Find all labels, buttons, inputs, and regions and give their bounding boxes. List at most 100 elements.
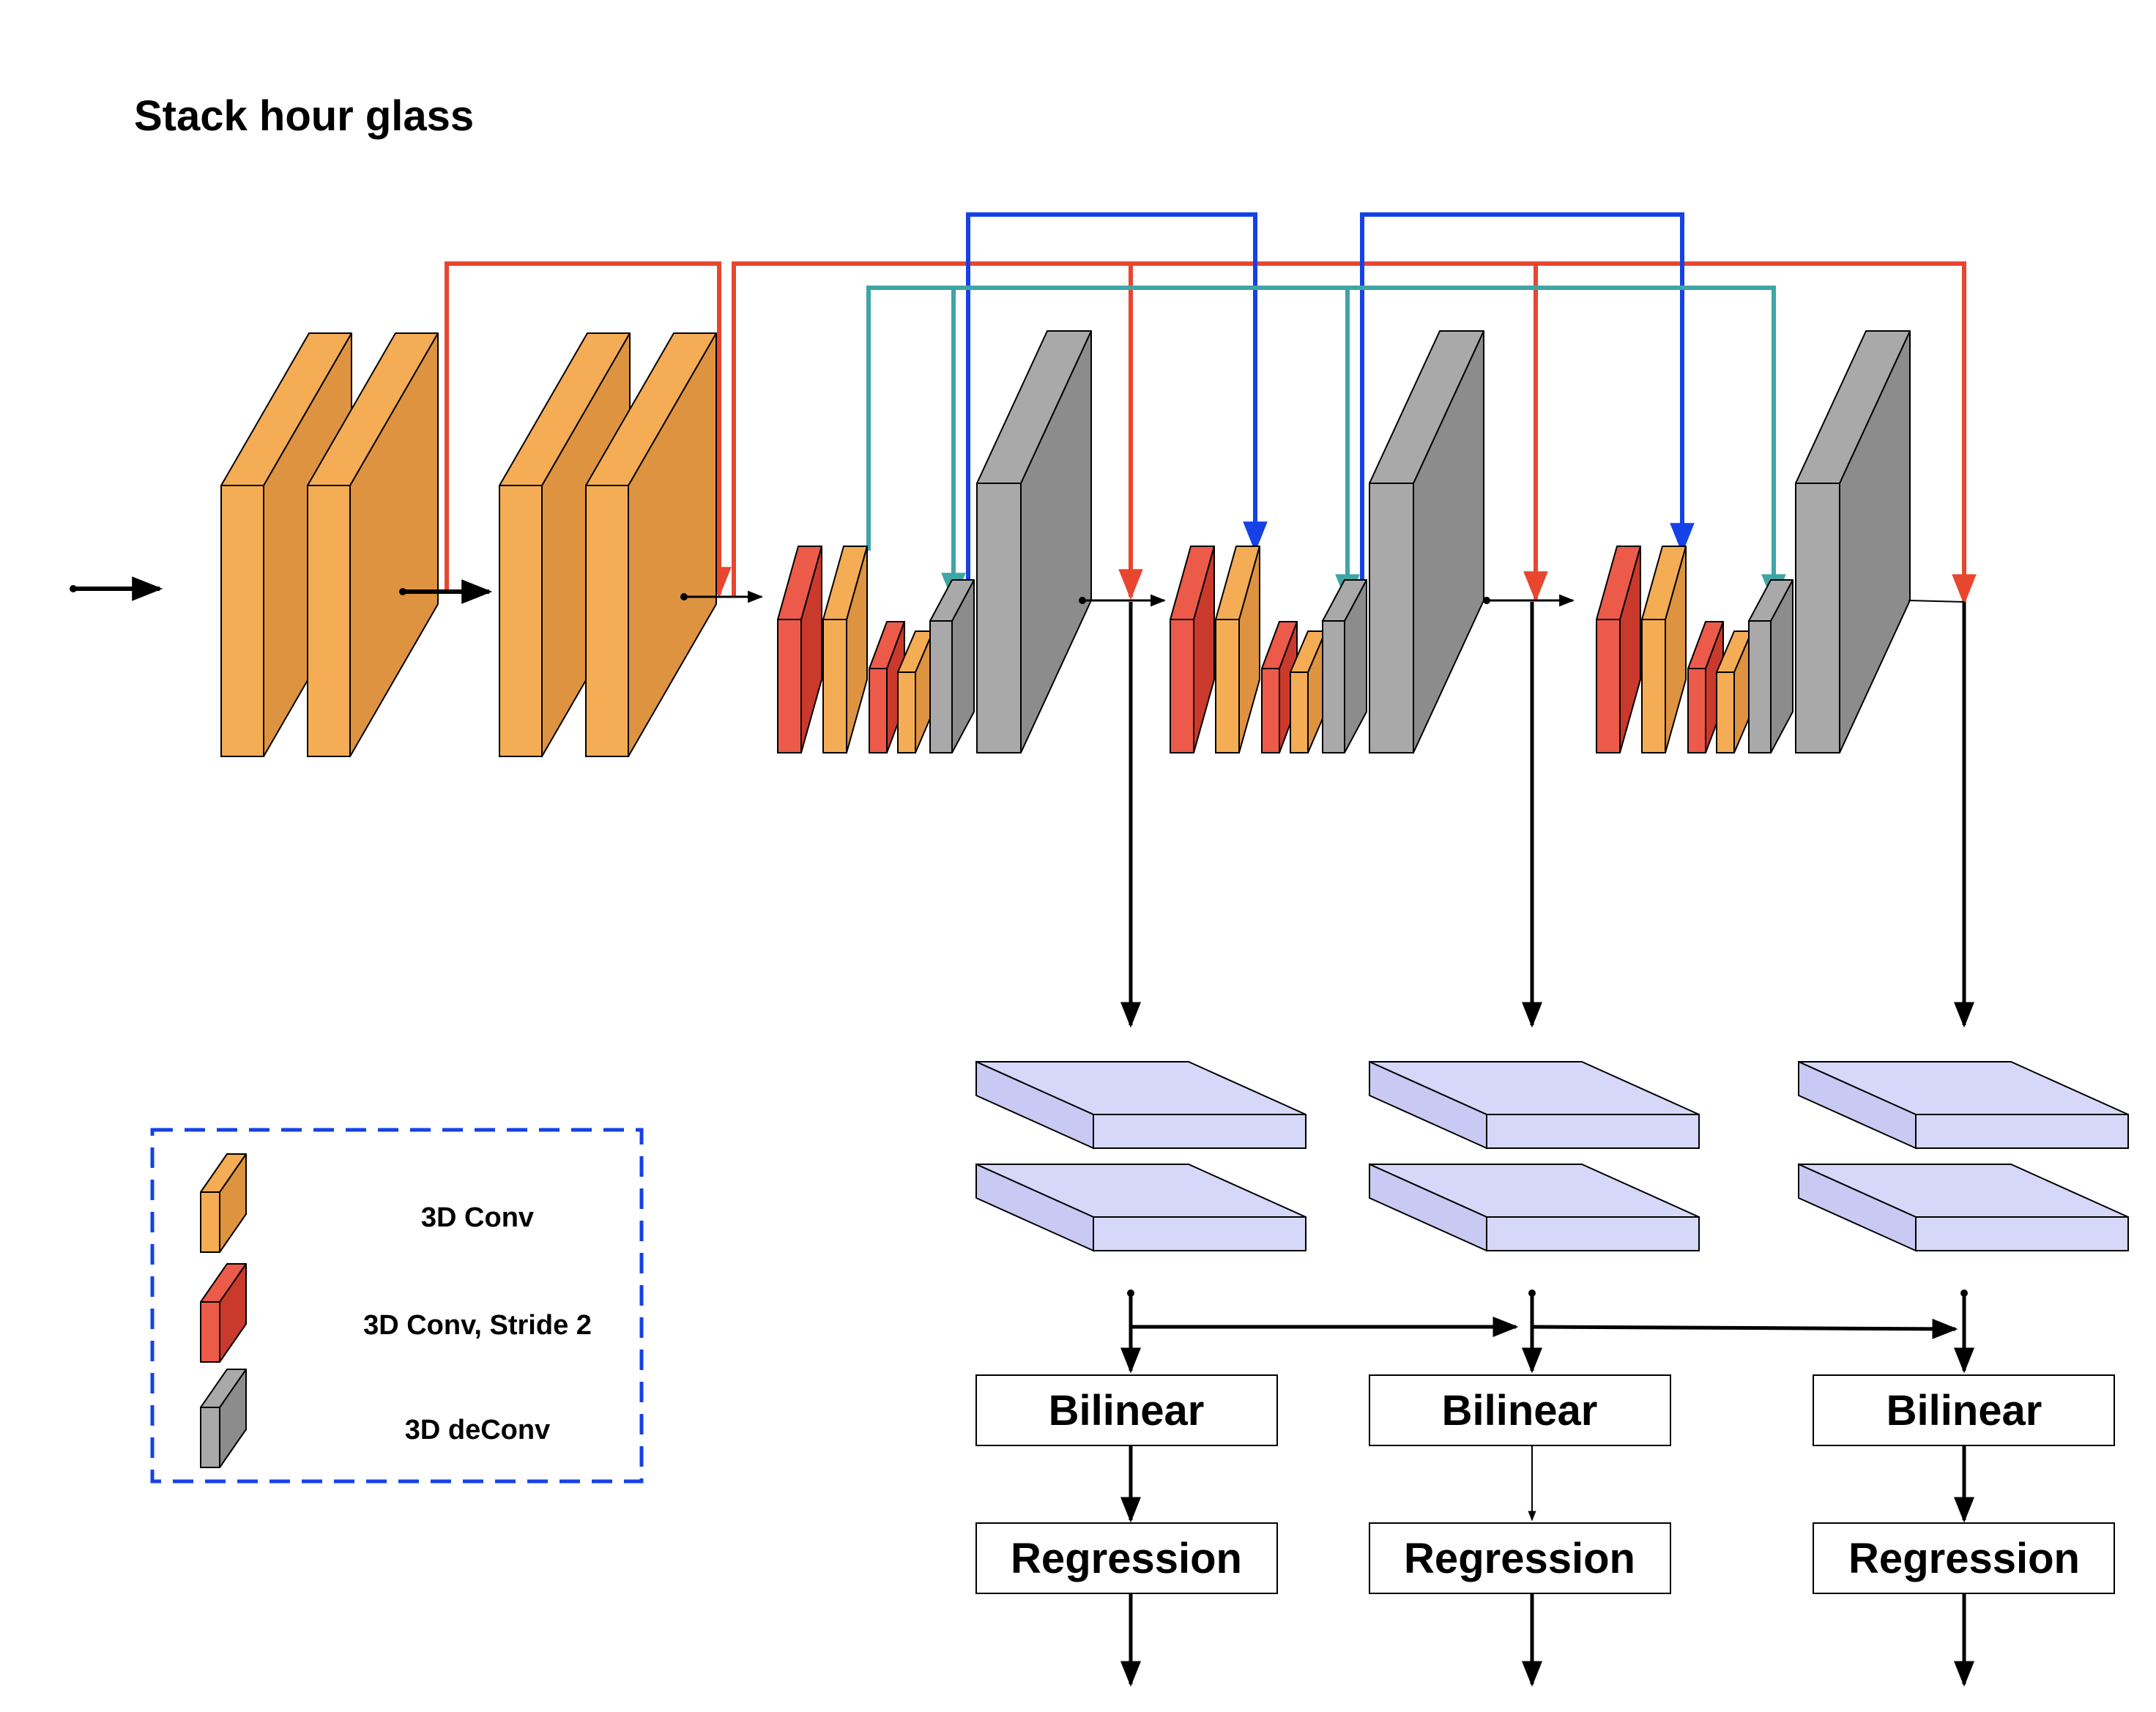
bilinear-box — [1813, 1374, 2115, 1446]
hourglass-1 — [777, 330, 1092, 753]
skip-blue-1 — [966, 212, 1268, 586]
skip-red-top — [732, 261, 1977, 606]
arrow-dot — [1960, 1289, 1968, 1297]
slab-front — [1716, 671, 1735, 753]
flow-dot — [70, 585, 77, 592]
slab-front — [1290, 671, 1309, 753]
bilinear-label: Bilinear — [1886, 1387, 2042, 1434]
flow-dot — [1079, 597, 1086, 604]
diagram-title: Stack hour glass — [134, 92, 474, 140]
red-block-icon — [200, 1263, 247, 1363]
output-slab-front — [1093, 1216, 1306, 1251]
slab-front — [897, 671, 916, 753]
output-head-1 — [975, 602, 1306, 1687]
slab-front — [499, 485, 543, 757]
orange-block-icon — [200, 1153, 247, 1253]
conv-block-4 — [585, 332, 717, 757]
conv-block — [1215, 546, 1260, 753]
conv-block — [822, 546, 868, 753]
deconv-block-large — [976, 330, 1092, 753]
flow-line-end — [1908, 600, 1965, 603]
output-slab-front — [1915, 1114, 2129, 1149]
arrow-dot — [1528, 1289, 1536, 1297]
stack-3-head: Bilinear Regression — [1813, 1374, 2115, 1594]
hourglass-3 — [1596, 330, 1911, 753]
gray-block-icon — [200, 1369, 247, 1468]
bilinear-regression-boxes: Bilinear Regression Bilinear Regression … — [975, 1374, 2115, 1594]
legend-label-deconv: 3D deConv — [405, 1415, 550, 1445]
regression-box — [1369, 1522, 1671, 1594]
regression-label: Regression — [1011, 1535, 1242, 1582]
output-head-2 — [1369, 602, 1700, 1687]
arrow-dot — [1127, 1289, 1134, 1297]
slab-front — [1748, 620, 1772, 753]
flow-dot — [1483, 597, 1490, 604]
conv-stride-block — [1261, 621, 1298, 753]
output-slab-front — [1915, 1216, 2129, 1251]
slab-front — [1261, 668, 1280, 753]
slab-front — [200, 1191, 220, 1253]
slab-front — [307, 485, 351, 757]
skip-blue-2 — [1360, 212, 1695, 586]
network-blocks — [220, 330, 1911, 757]
flow-dot — [680, 593, 688, 600]
stack-1-head: Bilinear Regression — [975, 1374, 1278, 1594]
cross-arrow-2 — [1531, 1318, 1958, 1339]
deconv-block-large — [1795, 330, 1911, 753]
legend-label-conv: 3D Conv — [421, 1202, 534, 1233]
conv-block — [1641, 546, 1687, 753]
output-heads — [975, 602, 2129, 1687]
stack-2-head: Bilinear Regression — [1369, 1374, 1671, 1594]
output-slab-front — [1486, 1216, 1700, 1251]
conv-stride-block — [1687, 621, 1724, 753]
deconv-block — [1748, 579, 1793, 753]
slab-front — [200, 1407, 220, 1468]
deconv-block — [1322, 579, 1367, 753]
conv-stride-block — [1170, 546, 1215, 753]
slab-front — [1369, 483, 1414, 753]
slab-front — [777, 619, 802, 753]
flow-dot — [399, 588, 406, 595]
output-slab-front — [1486, 1114, 1700, 1149]
legend-border — [150, 1128, 644, 1484]
bilinear-box — [1369, 1374, 1671, 1446]
slab-front — [220, 485, 264, 757]
deconv-block — [929, 579, 975, 753]
slab-front — [1641, 619, 1666, 753]
conv-stride-block — [869, 621, 905, 753]
slab-front — [929, 620, 953, 753]
slab-front — [1596, 619, 1621, 753]
legend: 3D Conv 3D Conv, Stride 2 3D deConv — [150, 1128, 644, 1484]
conv-stride-block — [777, 546, 822, 753]
regression-box — [975, 1522, 1278, 1594]
output-head-3 — [1798, 602, 2129, 1687]
slab-front — [1687, 668, 1706, 753]
slab-front — [200, 1301, 220, 1363]
skip-red-1 — [445, 261, 732, 598]
flow-arrows — [70, 576, 1965, 607]
regression-label: Regression — [1404, 1535, 1635, 1582]
bilinear-label: Bilinear — [1442, 1387, 1598, 1434]
bilinear-box — [975, 1374, 1278, 1446]
skip-teal-3 — [1348, 286, 1786, 606]
output-slab-front — [1093, 1114, 1306, 1149]
slab-front — [585, 485, 629, 757]
deconv-block-large — [1369, 330, 1484, 753]
conv-stride-block — [1596, 546, 1641, 753]
slab-front — [976, 483, 1022, 753]
hourglass-2 — [1170, 330, 1484, 753]
slab-front — [1215, 619, 1240, 753]
bilinear-label: Bilinear — [1049, 1387, 1205, 1434]
skip-teal-1 — [866, 286, 966, 604]
slab-front — [1795, 483, 1840, 753]
skip-connections — [445, 212, 1977, 606]
legend-label-conv-stride: 3D Conv, Stride 2 — [363, 1310, 592, 1341]
slab-front — [1322, 620, 1345, 753]
conv-block-2 — [307, 332, 439, 757]
regression-box — [1813, 1522, 2115, 1594]
slab-front — [822, 619, 847, 753]
regression-label: Regression — [1848, 1535, 2080, 1582]
slab-front — [869, 668, 888, 753]
slab-front — [1170, 619, 1194, 753]
